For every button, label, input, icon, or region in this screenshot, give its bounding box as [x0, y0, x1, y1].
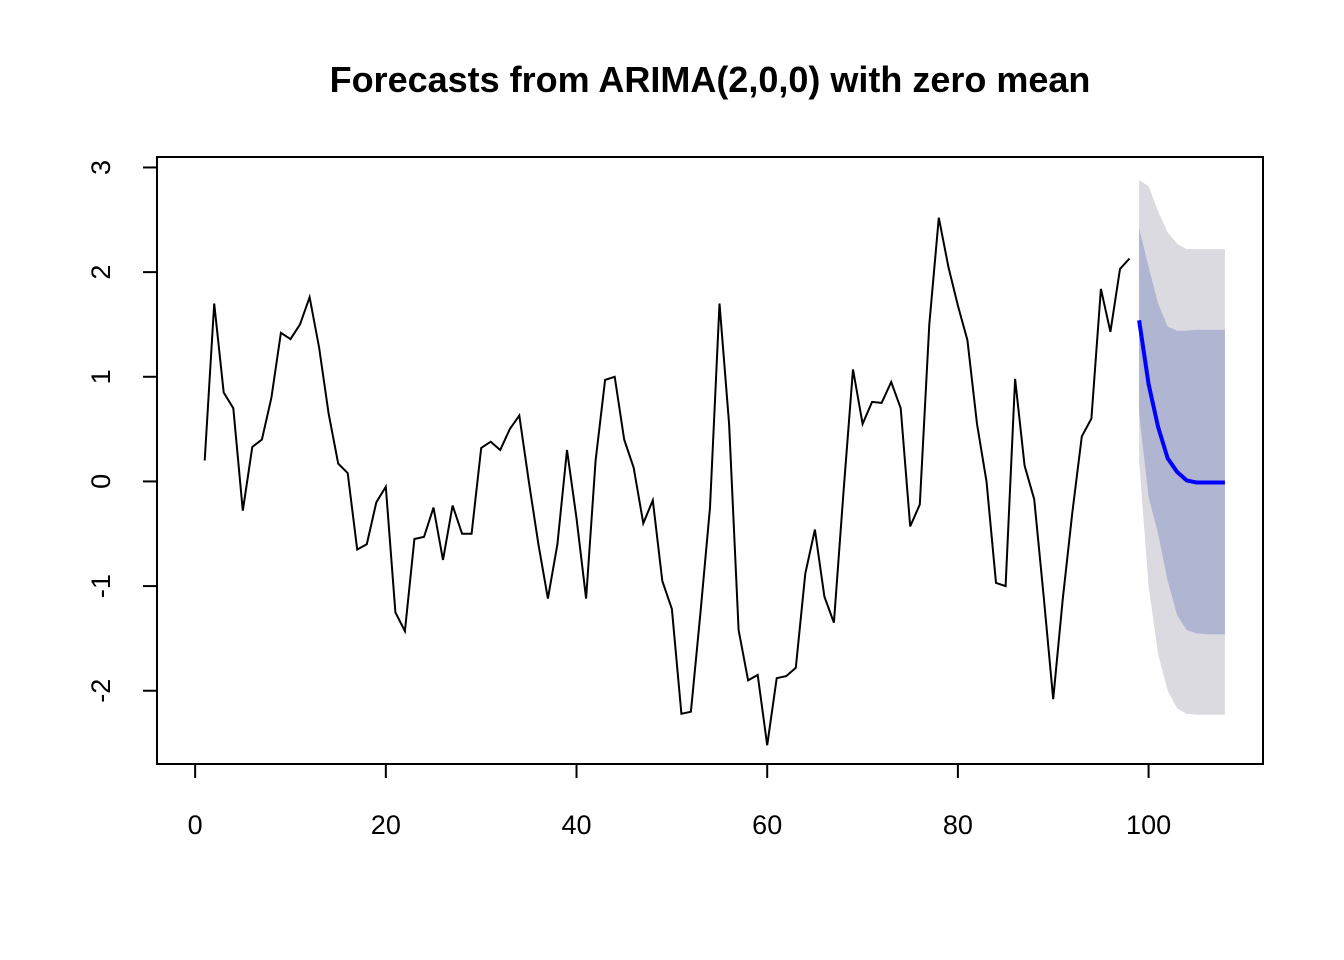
observed-series-line [203, 217, 1131, 746]
y-tick-label: 1 [86, 369, 116, 384]
axes: 0 20 40 60 80 100 -2 -1 0 1 2 3 [86, 156, 1264, 840]
x-tick-label: 100 [1126, 810, 1171, 840]
y-tick-label: 0 [86, 474, 116, 489]
band-80 [1139, 228, 1225, 635]
prediction-bands [1139, 180, 1225, 715]
y-tick-label: 2 [86, 265, 116, 280]
chart-title: Forecasts from ARIMA(2,0,0) with zero me… [330, 59, 1091, 100]
plot-frame [156, 156, 1264, 765]
y-tick-label: -2 [86, 679, 116, 703]
x-tick-label: 20 [371, 810, 401, 840]
x-tick-label: 80 [943, 810, 973, 840]
forecast-series-line [1137, 320, 1225, 485]
y-tick-label: 3 [86, 160, 116, 175]
x-tick-label: 40 [561, 810, 591, 840]
y-tick-label: -1 [86, 574, 116, 598]
x-tick-label: 60 [752, 810, 782, 840]
series-lines [203, 217, 1225, 746]
x-tick-label: 0 [188, 810, 203, 840]
